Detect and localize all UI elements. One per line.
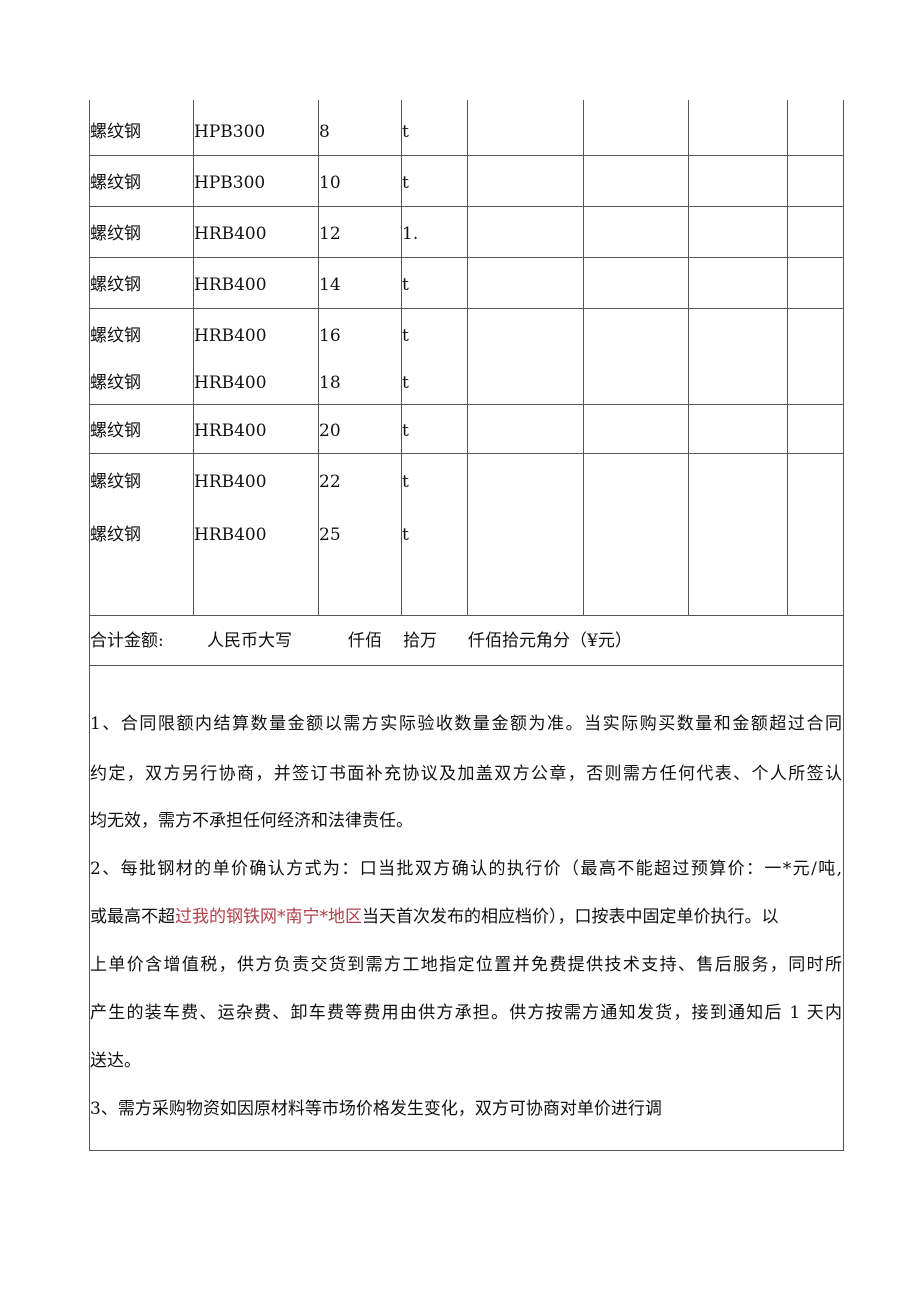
cell-spec: 10 — [319, 173, 341, 193]
cell-name: 螺纹钢 — [90, 224, 141, 244]
table-border — [89, 615, 90, 1150]
cell-spec: 16 — [319, 326, 341, 346]
term-text: 当天首次发布的相应档价），口按表中固定单价执行。以 — [362, 907, 779, 927]
table-border — [318, 100, 319, 615]
cell-grade: HRB400 — [194, 421, 267, 441]
table-border — [89, 1150, 844, 1151]
term-line: 或最高不超过我的钢铁网*南宁*地区当天首次发布的相应档价），口按表中固定单价执行… — [90, 906, 842, 928]
cell-unit: t — [402, 173, 409, 193]
cell-spec: 8 — [319, 122, 330, 142]
table-border — [688, 100, 689, 615]
cell-unit: t — [402, 472, 409, 492]
term-line: 3、需方采购物资如因原材料等市场价格发生变化，双方可协商对单价进行调 — [90, 1099, 662, 1119]
cell-spec: 14 — [319, 275, 341, 295]
term-line: 产生的装车费、运杂费、卸车费等费用由供方承担。供方按需方通知发货，接到通知后 1… — [90, 1003, 842, 1023]
cell-grade: HRB400 — [194, 224, 267, 244]
table-border — [583, 100, 584, 615]
cell-name: 螺纹钢 — [90, 373, 141, 393]
cell-name: 螺纹钢 — [90, 326, 141, 346]
term-line: 上单价含增值税，供方负责交货到需方工地指定位置并免费提供技术支持、售后服务，同时… — [90, 955, 842, 975]
table-border — [89, 615, 844, 616]
table-border — [89, 308, 844, 309]
term-text: 或最高不超 — [90, 907, 175, 927]
cell-grade: HPB300 — [194, 173, 266, 193]
table-border — [89, 100, 90, 615]
cell-name: 螺纹钢 — [90, 173, 141, 193]
table-border — [843, 100, 844, 615]
cell-grade: HRB400 — [194, 472, 267, 492]
cell-unit: t — [402, 421, 409, 441]
cell-grade: HRB400 — [194, 525, 267, 545]
table-border — [787, 100, 788, 615]
table-border — [843, 615, 844, 1150]
term-line: 2、每批钢材的单价确认方式为：口当批双方确认的执行价（最高不能超过预算价：一*元… — [90, 859, 842, 879]
total-rmb-label: 人民币大写 — [207, 631, 292, 651]
cell-grade: HRB400 — [194, 373, 267, 393]
term-line: 均无效，需方不承担任何经济和法律责任。 — [90, 811, 413, 831]
total-unit-1: 仟佰 — [348, 631, 382, 651]
price-source-link: 过我的钢铁网*南宁*地区 — [175, 907, 362, 927]
cell-unit: t — [402, 122, 409, 142]
table-border — [467, 100, 468, 615]
table-border — [401, 100, 402, 615]
cell-spec: 25 — [319, 525, 341, 545]
table-border — [89, 665, 844, 666]
table-border — [89, 155, 844, 156]
table-border — [89, 206, 844, 207]
cell-unit: t — [402, 326, 409, 346]
cell-name: 螺纹钢 — [90, 525, 141, 545]
cell-unit: t — [402, 373, 409, 393]
table-border — [89, 453, 844, 454]
term-line: 送达。 — [90, 1051, 141, 1071]
cell-grade: HRB400 — [194, 326, 267, 346]
cell-spec: 22 — [319, 472, 341, 492]
cell-name: 螺纹钢 — [90, 275, 141, 295]
total-label: 合计金额: — [90, 631, 164, 651]
term-line: 1、合同限额内结算数量金额以需方实际验收数量金额为准。当实际购买数量和金额超过合… — [90, 714, 842, 734]
cell-name: 螺纹钢 — [90, 421, 141, 441]
table-border — [89, 404, 844, 405]
cell-name: 螺纹钢 — [90, 122, 141, 142]
cell-grade: HRB400 — [194, 275, 267, 295]
cell-spec: 18 — [319, 373, 341, 393]
cell-unit: 1. — [402, 224, 419, 244]
term-line: 约定，双方另行协商，并签订书面补充协议及加盖双方公章，否则需方任何代表、个人所签… — [90, 764, 842, 784]
total-unit-3: 仟佰拾元角分（¥元） — [468, 631, 632, 651]
cell-grade: HPB300 — [194, 122, 266, 142]
table-border — [193, 100, 194, 615]
table-border — [89, 257, 844, 258]
total-unit-2: 拾万 — [403, 631, 437, 651]
cell-name: 螺纹钢 — [90, 472, 141, 492]
cell-unit: t — [402, 275, 409, 295]
cell-unit: t — [402, 525, 409, 545]
cell-spec: 12 — [319, 224, 341, 244]
cell-spec: 20 — [319, 421, 341, 441]
